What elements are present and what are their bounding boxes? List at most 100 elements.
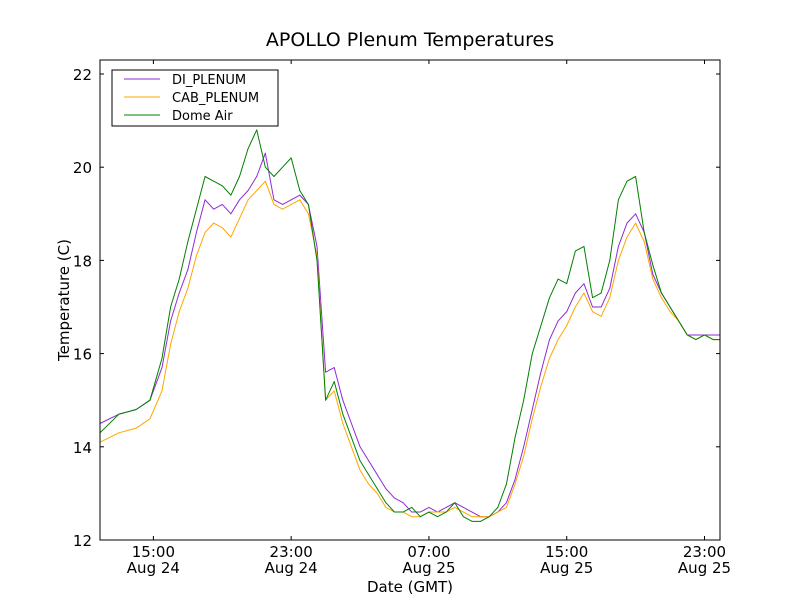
data-point-dome-air <box>661 292 662 294</box>
data-point-dome-air <box>704 334 705 336</box>
legend-label: DI_PLENUM <box>172 73 246 88</box>
data-point-dome-air <box>686 334 688 336</box>
data-point-di-plenum <box>213 208 215 210</box>
data-point-di-plenum <box>264 152 266 154</box>
data-point-dome-air <box>299 190 301 191</box>
data-point-di-plenum <box>428 506 430 508</box>
data-point-di-plenum <box>273 199 275 201</box>
data-point-cab-plenum <box>273 204 275 205</box>
x-tick-date-label: Aug 25 <box>678 559 731 577</box>
data-point-dome-air <box>290 157 292 159</box>
data-point-dome-air <box>557 278 559 280</box>
data-point-di-plenum <box>247 190 249 191</box>
data-point-cab-plenum <box>583 292 585 294</box>
data-point-dome-air <box>178 278 180 280</box>
data-point-dome-air <box>428 511 430 513</box>
data-point-cab-plenum <box>376 493 378 494</box>
data-point-dome-air <box>342 413 344 415</box>
y-tick-label: 12 <box>73 532 92 550</box>
data-point-cab-plenum <box>247 199 249 201</box>
data-point-di-plenum <box>316 246 318 247</box>
y-tick-label: 14 <box>73 439 92 457</box>
data-point-dome-air <box>454 502 456 504</box>
data-point-dome-air <box>652 264 654 266</box>
data-point-dome-air <box>282 166 283 168</box>
data-point-cab-plenum <box>626 236 628 238</box>
data-point-cab-plenum <box>342 423 344 424</box>
data-point-dome-air <box>462 516 464 518</box>
data-point-cab-plenum <box>669 311 671 313</box>
data-point-cab-plenum <box>557 339 559 341</box>
data-point-dome-air <box>635 176 637 177</box>
data-point-dome-air <box>617 199 619 201</box>
data-point-di-plenum <box>402 502 404 504</box>
data-point-dome-air <box>316 259 318 261</box>
data-point-cab-plenum <box>161 390 163 392</box>
data-point-cab-plenum <box>256 190 258 191</box>
data-point-dome-air <box>600 292 602 294</box>
data-point-di-plenum <box>635 213 637 215</box>
data-point-cab-plenum <box>385 506 387 508</box>
data-point-cab-plenum <box>411 516 413 518</box>
data-point-cab-plenum <box>149 418 151 420</box>
data-point-di-plenum <box>617 246 619 247</box>
y-axis-label: Temperature (C) <box>55 239 73 362</box>
data-point-di-plenum <box>221 204 223 205</box>
data-point-dome-air <box>712 339 714 341</box>
series-line-di-plenum <box>99 152 720 518</box>
data-point-cab-plenum <box>549 357 550 359</box>
data-point-dome-air <box>187 241 189 243</box>
data-point-di-plenum <box>523 446 525 448</box>
data-point-dome-air <box>149 399 151 401</box>
data-point-cab-plenum <box>480 516 482 518</box>
legend: DI_PLENUM CAB_PLENUM Dome Air <box>111 69 279 127</box>
x-tick-time-label: 15:00 <box>545 543 588 561</box>
data-point-cab-plenum <box>652 278 654 280</box>
data-point-dome-air <box>411 506 413 508</box>
data-point-dome-air <box>471 520 473 522</box>
data-point-dome-air <box>540 325 542 327</box>
data-point-dome-air <box>247 148 249 149</box>
data-point-dome-air <box>402 511 404 513</box>
data-point-dome-air <box>583 246 585 247</box>
data-point-cab-plenum <box>196 255 197 257</box>
data-point-cab-plenum <box>506 506 507 508</box>
data-point-dome-air <box>118 413 120 415</box>
data-point-dome-air <box>256 129 258 131</box>
data-point-cab-plenum <box>221 227 223 229</box>
data-point-cab-plenum <box>290 204 292 205</box>
data-point-cab-plenum <box>135 427 137 429</box>
data-point-cab-plenum <box>531 418 533 420</box>
plot-frame <box>99 59 721 541</box>
data-point-cab-plenum <box>118 432 120 434</box>
data-point-cab-plenum <box>471 516 473 518</box>
data-point-cab-plenum <box>213 222 215 224</box>
data-point-dome-air <box>488 516 490 518</box>
data-point-di-plenum <box>411 511 413 513</box>
data-point-di-plenum <box>557 320 559 322</box>
data-point-dome-air <box>514 437 516 438</box>
data-point-cab-plenum <box>592 311 593 313</box>
data-point-di-plenum <box>462 506 464 508</box>
data-point-dome-air <box>574 250 576 252</box>
data-point-cab-plenum <box>514 483 516 485</box>
data-point-di-plenum <box>592 306 593 308</box>
data-point-di-plenum <box>394 497 395 499</box>
data-point-cab-plenum <box>600 315 602 317</box>
x-tick-time-label: 23:00 <box>270 543 313 561</box>
data-point-cab-plenum <box>264 180 266 182</box>
data-point-di-plenum <box>342 399 344 401</box>
data-point-cab-plenum <box>661 297 662 299</box>
data-point-di-plenum <box>204 199 206 201</box>
data-point-di-plenum <box>574 292 576 294</box>
data-point-dome-air <box>170 306 172 308</box>
data-point-dome-air <box>566 283 568 285</box>
y-tick-label: 16 <box>73 346 92 364</box>
data-point-dome-air <box>221 185 223 187</box>
data-point-cab-plenum <box>566 325 568 327</box>
data-point-di-plenum <box>626 222 628 224</box>
data-point-cab-plenum <box>643 241 645 243</box>
data-point-di-plenum <box>471 511 473 513</box>
